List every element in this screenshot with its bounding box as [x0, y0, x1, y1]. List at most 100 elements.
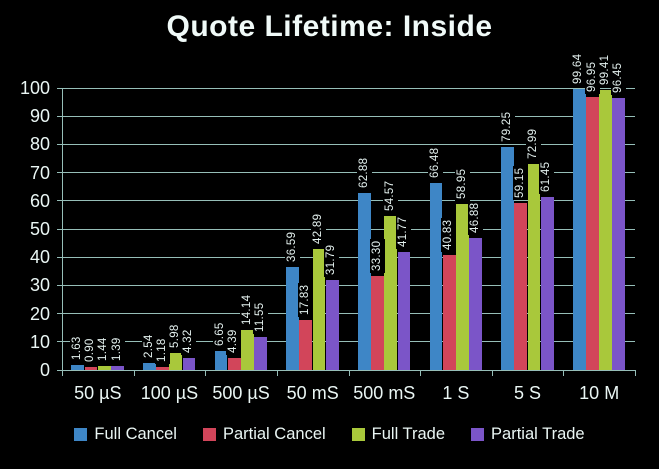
bar-value-label: 59.15 — [512, 165, 529, 201]
bar — [384, 216, 398, 370]
bar-value-label: 42.89 — [311, 211, 327, 247]
x-axis-tick — [420, 370, 422, 376]
bar — [312, 249, 326, 370]
bar — [469, 237, 482, 370]
x-axis-label: 5 S — [514, 383, 542, 403]
bar — [71, 365, 85, 370]
x-axis-label: 1 S — [442, 383, 470, 403]
bar-value-label: 36.59 — [284, 229, 301, 264]
bar — [397, 252, 411, 370]
bar — [514, 203, 528, 370]
bar-value-label: 72.99 — [526, 126, 542, 162]
y-axis-label: 40 — [29, 247, 50, 268]
gridline — [62, 313, 635, 315]
legend-item: Partial Cancel — [202, 425, 326, 443]
bar — [501, 146, 514, 370]
legend-item: Partial Trade — [471, 425, 585, 443]
x-axis-tick — [62, 370, 63, 376]
chart-title: Quote Lifetime: Inside — [166, 10, 493, 43]
bar — [540, 196, 554, 370]
legend-label: Full Trade — [371, 425, 446, 443]
gridline — [62, 115, 635, 117]
bar-value-label: 61.45 — [539, 159, 555, 194]
y-axis-label: 100 — [19, 78, 50, 98]
bar — [214, 351, 228, 370]
x-axis-tick — [276, 370, 278, 376]
bar — [572, 89, 586, 370]
gridline — [62, 256, 635, 258]
bar-value-label: 62.88 — [356, 155, 372, 190]
bar — [599, 89, 612, 370]
bar-value-label: 96.45 — [610, 60, 627, 95]
bar — [254, 337, 268, 370]
bar — [156, 366, 170, 370]
legend-swatch — [471, 427, 485, 441]
y-axis-label: 80 — [29, 134, 50, 155]
y-axis-tick — [57, 284, 62, 286]
bar — [169, 353, 183, 370]
bar-value-label: 4.39 — [226, 327, 242, 355]
bar-value-label: 17.83 — [298, 282, 314, 317]
bar-value-label: 1.39 — [109, 335, 125, 364]
bar — [527, 164, 541, 370]
x-axis-tick — [348, 370, 350, 376]
bar-value-label: 31.79 — [324, 243, 340, 278]
legend-item: Full Trade — [351, 425, 446, 443]
y-axis-tick — [57, 341, 62, 343]
y-axis-tick — [57, 172, 62, 174]
bar-value-label: 33.30 — [369, 238, 385, 274]
y-axis-label: 60 — [29, 190, 50, 211]
y-axis-tick — [57, 87, 62, 89]
x-axis-label: 100 µS — [140, 383, 199, 403]
y-axis-line — [62, 88, 63, 375]
x-axis-tick — [491, 370, 493, 376]
x-axis-label: 500 µS — [212, 383, 270, 403]
y-axis-tick — [57, 228, 62, 230]
x-axis-tick — [563, 370, 565, 376]
legend: Full Cancel Partial Cancel Full Trade Parti… — [0, 425, 659, 443]
x-axis-tick — [205, 370, 207, 376]
y-axis-label: 10 — [29, 331, 50, 352]
bar-value-label: 4.32 — [181, 327, 197, 355]
gridline — [62, 284, 635, 286]
legend-label: Full Cancel — [94, 425, 177, 443]
legend-swatch — [202, 427, 216, 441]
bar-value-label: 46.88 — [467, 200, 483, 235]
y-axis-tick — [57, 313, 62, 315]
y-axis-label: 20 — [29, 303, 50, 324]
bar — [97, 365, 111, 370]
gridline — [62, 143, 635, 145]
bar — [585, 96, 599, 370]
gridline — [62, 228, 635, 230]
x-axis-tick — [635, 370, 636, 376]
bar — [612, 98, 626, 370]
bar — [111, 366, 124, 370]
y-axis-label: 70 — [29, 162, 50, 183]
x-axis-tick — [133, 370, 135, 376]
bar — [286, 266, 300, 370]
bar — [371, 276, 384, 370]
bar-value-label: 40.83 — [441, 217, 457, 252]
legend-swatch — [74, 427, 88, 441]
legend-item: Full Cancel — [74, 425, 177, 443]
y-axis-tick — [57, 256, 62, 258]
bar — [357, 192, 371, 370]
bar-value-label: 79.25 — [499, 109, 515, 144]
bar — [455, 203, 469, 370]
bar — [299, 319, 313, 370]
y-axis-label: 50 — [29, 219, 50, 239]
gridline — [62, 341, 635, 343]
bar — [325, 280, 339, 370]
y-axis-tick — [57, 115, 62, 117]
gridline — [62, 200, 635, 202]
bar — [182, 357, 196, 370]
x-axis-label: 500 mS — [353, 383, 416, 403]
legend-label: Partial Trade — [491, 425, 585, 443]
y-axis-tick — [57, 200, 62, 202]
bar — [241, 330, 254, 370]
bar — [143, 362, 156, 370]
legend-swatch — [351, 427, 365, 441]
gridline — [62, 172, 635, 174]
